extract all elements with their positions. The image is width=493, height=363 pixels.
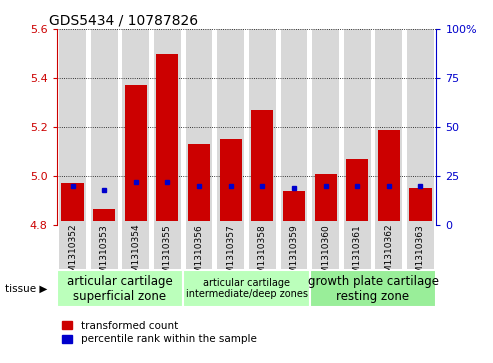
- Text: GSM1310360: GSM1310360: [321, 224, 330, 285]
- Bar: [249, 221, 276, 269]
- Legend: transformed count, percentile rank within the sample: transformed count, percentile rank withi…: [62, 321, 256, 344]
- Bar: [188, 144, 210, 225]
- Bar: [407, 29, 434, 225]
- Bar: [312, 29, 339, 225]
- Bar: [310, 270, 436, 307]
- Text: articular cartilage
superficial zone: articular cartilage superficial zone: [67, 274, 173, 303]
- Bar: [346, 159, 368, 225]
- Text: GSM1310361: GSM1310361: [352, 224, 362, 285]
- Bar: [185, 221, 212, 269]
- Text: growth plate cartilage
resting zone: growth plate cartilage resting zone: [308, 274, 439, 303]
- Bar: [375, 29, 402, 225]
- Text: GSM1310363: GSM1310363: [416, 224, 425, 285]
- Text: GSM1310356: GSM1310356: [195, 224, 204, 285]
- Text: articular cartilage
intermediate/deep zones: articular cartilage intermediate/deep zo…: [185, 278, 308, 299]
- Text: tissue ▶: tissue ▶: [5, 284, 47, 294]
- Text: GSM1310362: GSM1310362: [385, 224, 393, 285]
- Text: GSM1310354: GSM1310354: [131, 224, 141, 285]
- Bar: [125, 85, 147, 225]
- Bar: [281, 221, 308, 269]
- Bar: [93, 209, 115, 225]
- Bar: [62, 183, 84, 225]
- Text: GSM1310358: GSM1310358: [258, 224, 267, 285]
- Bar: [217, 221, 244, 269]
- Text: GSM1310357: GSM1310357: [226, 224, 235, 285]
- Bar: [409, 188, 431, 225]
- Bar: [183, 270, 310, 307]
- Bar: [251, 110, 274, 225]
- Bar: [217, 29, 244, 225]
- Bar: [378, 130, 400, 225]
- Text: GSM1310353: GSM1310353: [100, 224, 108, 285]
- Bar: [59, 221, 86, 269]
- Bar: [281, 29, 308, 225]
- Bar: [57, 270, 183, 307]
- Text: GDS5434 / 10787826: GDS5434 / 10787826: [49, 14, 198, 28]
- Bar: [154, 221, 181, 269]
- Bar: [375, 221, 402, 269]
- Bar: [315, 174, 337, 225]
- Bar: [407, 221, 434, 269]
- Bar: [219, 139, 242, 225]
- Bar: [154, 29, 181, 225]
- Bar: [91, 29, 118, 225]
- Bar: [312, 221, 339, 269]
- Bar: [122, 221, 149, 269]
- Bar: [185, 29, 212, 225]
- Text: GSM1310359: GSM1310359: [289, 224, 298, 285]
- Bar: [344, 29, 371, 225]
- Bar: [249, 29, 276, 225]
- Bar: [122, 29, 149, 225]
- Bar: [344, 221, 371, 269]
- Bar: [91, 221, 118, 269]
- Bar: [59, 29, 86, 225]
- Bar: [283, 191, 305, 225]
- Text: GSM1310352: GSM1310352: [68, 224, 77, 285]
- Text: GSM1310355: GSM1310355: [163, 224, 172, 285]
- Bar: [156, 53, 178, 225]
